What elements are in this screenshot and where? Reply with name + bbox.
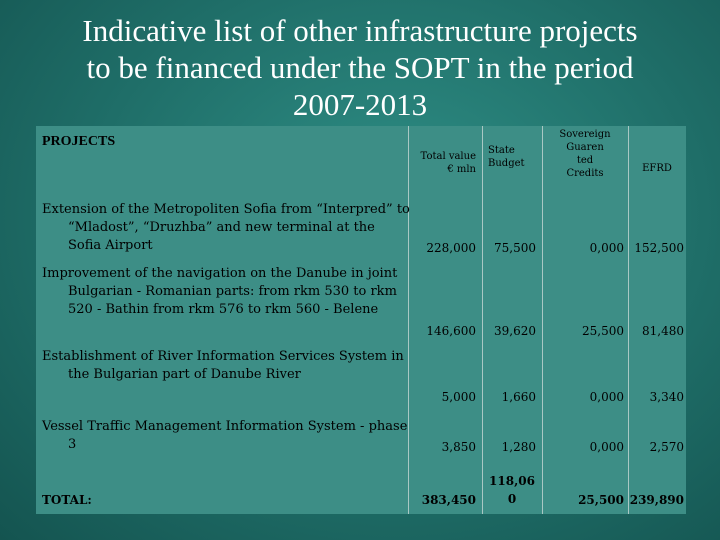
- title-line-3: 2007-2013: [292, 87, 428, 122]
- header-sovereign-line-2: Guaren: [566, 142, 604, 153]
- header-projects: PROJECTS: [42, 134, 116, 149]
- row-1-state: 75,500: [494, 241, 536, 255]
- total-state-line-1: 118,06: [489, 474, 535, 488]
- row-4-credits: 0,000: [589, 440, 624, 454]
- header-sovereign-line-3: ted: [576, 155, 594, 166]
- header-total-value: Total value € mln: [408, 150, 476, 176]
- row-2-credits: 25,500: [582, 324, 624, 338]
- header-sovereign-line-1: Sovereign: [559, 129, 611, 140]
- projects-column: [36, 126, 408, 514]
- header-state-budget-line-1: State: [488, 145, 515, 156]
- row-4-state: 1,280: [501, 440, 536, 454]
- state-budget-column: [482, 126, 542, 514]
- total-efrd: 239,890: [629, 493, 684, 507]
- row-3-total: 5,000: [441, 390, 476, 404]
- row-3-state: 1,660: [501, 390, 536, 404]
- total-state-budget: 118,06 0: [482, 472, 542, 508]
- header-sovereign-credits: Sovereign Guaren ted Credits: [542, 128, 628, 180]
- row-1-total: 228,000: [426, 241, 476, 255]
- row-2-project: Improvement of the navigation on the Dan…: [42, 266, 398, 317]
- row-4-project: Vessel Traffic Management Information Sy…: [42, 419, 408, 452]
- row-3-efrd: 3,340: [649, 390, 684, 404]
- header-efrd: EFRD: [642, 163, 672, 174]
- row-3-credits: 0,000: [589, 390, 624, 404]
- header-total-unit: € mln: [447, 164, 476, 175]
- efrd-column: [628, 126, 686, 514]
- title-line-2: to be financed under the SOPT in the per…: [86, 50, 634, 85]
- slide-title: Indicative list of other infrastructure …: [20, 12, 700, 123]
- row-2-efrd: 81,480: [642, 324, 684, 338]
- header-total-value-label: Total value: [420, 151, 476, 162]
- total-label: TOTAL:: [42, 493, 92, 507]
- total-value-column: [408, 126, 482, 514]
- header-state-budget: State Budget: [488, 144, 542, 170]
- row-2-state: 39,620: [494, 324, 536, 338]
- row-1-project: Extension of the Metropoliten Sofia from…: [42, 202, 410, 253]
- header-sovereign-line-4: Credits: [566, 168, 604, 179]
- header-state-budget-line-2: Budget: [488, 158, 525, 169]
- row-3-project: Establishment of River Information Servi…: [42, 349, 404, 382]
- title-line-1: Indicative list of other infrastructure …: [82, 13, 638, 48]
- row-1-efrd: 152,500: [634, 241, 684, 255]
- credits-column: [542, 126, 628, 514]
- total-credits: 25,500: [578, 493, 624, 507]
- total-value: 383,450: [421, 493, 476, 507]
- row-1-credits: 0,000: [589, 241, 624, 255]
- projects-table: PROJECTS Total value € mln State Budget …: [36, 126, 686, 514]
- row-4-total: 3,850: [441, 440, 476, 454]
- row-4-efrd: 2,570: [649, 440, 684, 454]
- total-state-line-2: 0: [507, 492, 517, 506]
- row-2-total: 146,600: [426, 324, 476, 338]
